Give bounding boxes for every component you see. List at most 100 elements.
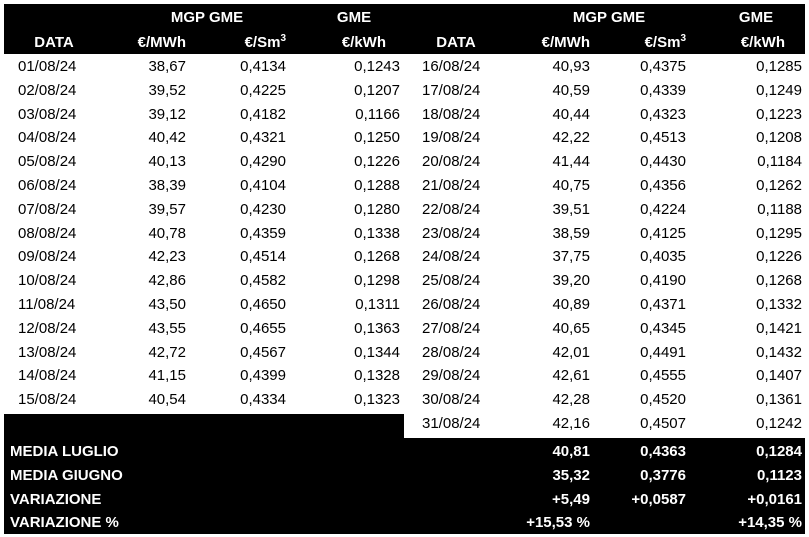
- left-row-kwh-cell: 0,1280: [354, 200, 400, 218]
- header-col-sm3-right: €/Sm3: [594, 31, 686, 55]
- right-row-kwh-cell: 0,1361: [756, 391, 802, 409]
- header-col-data-left: DATA: [34, 34, 74, 51]
- left-row-data-cell: 02/08/24: [18, 81, 77, 99]
- left-row-sm3-cell: 0,4182: [240, 105, 286, 123]
- price-table: MGP GME GME MGP GME GME DATA €/MWh €/Sm3…: [4, 4, 805, 534]
- right-row-mwh-cell: 42,16: [552, 415, 590, 432]
- left-row-kwh-cell: 0,1323: [354, 391, 400, 409]
- summary-mwh-cell: 40,81: [552, 443, 590, 460]
- sm3-unit: €/Sm: [644, 34, 681, 51]
- right-row-kwh-cell: 0,1332: [756, 296, 802, 313]
- right-row-data-cell: 17/08/24: [422, 81, 481, 99]
- left-row-sm3-cell: 0,4104: [240, 177, 286, 194]
- left-row-mwh-cell: 38,67: [148, 58, 186, 75]
- right-row-mwh-cell: 40,44: [552, 105, 590, 123]
- right-row-data-cell: 31/08/24: [422, 415, 481, 432]
- left-row-data-cell: 12/08/24: [18, 319, 77, 337]
- left-row-data-cell: 11/08/24: [18, 296, 76, 313]
- left-row-kwh-cell: 0,1207: [354, 81, 400, 99]
- right-row-kwh-cell: 0,1242: [756, 415, 802, 432]
- right-row-sm3-cell: 0,4339: [640, 81, 686, 99]
- left-row-mwh-cell: 39,12: [148, 105, 186, 123]
- right-row-kwh-cell: 0,1268: [756, 272, 802, 290]
- right-row-mwh-cell: 39,20: [552, 272, 590, 290]
- left-row-kwh-cell: 0,1298: [354, 272, 400, 290]
- left-row-sm3-cell: 0,4334: [240, 391, 286, 409]
- summary-kwh-cell: +14,35 %: [738, 514, 802, 532]
- right-row-mwh-cell: 38,59: [552, 224, 590, 242]
- left-row-mwh-cell: 42,86: [148, 272, 186, 290]
- right-row-kwh-cell: 0,1208: [756, 129, 802, 147]
- left-row-data-cell: 05/08/24: [18, 153, 77, 171]
- left-row-mwh-cell: 40,13: [148, 153, 186, 171]
- right-row-mwh-cell: 40,59: [552, 81, 590, 99]
- right-row-mwh-cell: 40,93: [552, 58, 590, 75]
- header-col-sm3-left: €/Sm3: [194, 31, 286, 55]
- header-col-data-right: DATA: [436, 34, 476, 51]
- left-row-sm3-cell: 0,4399: [240, 367, 286, 385]
- summary-kwh-cell: 0,1123: [756, 466, 802, 484]
- left-row-kwh-cell: 0,1226: [354, 153, 400, 171]
- right-row-kwh-cell: 0,1432: [756, 343, 802, 361]
- left-row-kwh-cell: 0,1344: [354, 343, 400, 361]
- summary-label-cell: VARIAZIONE %: [10, 514, 119, 532]
- right-row-kwh-cell: 0,1249: [756, 81, 802, 99]
- left-row-sm3-cell: 0,4290: [240, 153, 286, 171]
- right-row-kwh-cell: 0,1407: [756, 367, 802, 385]
- right-row-sm3-cell: 0,4491: [640, 343, 686, 361]
- left-row-data-cell: 04/08/24: [18, 129, 77, 147]
- right-row-sm3-cell: 0,4035: [640, 248, 686, 266]
- left-row-data-cell: 08/08/24: [18, 224, 77, 242]
- left-row-kwh-cell: 0,1311: [355, 296, 400, 313]
- right-row-mwh-cell: 42,22: [552, 129, 590, 147]
- right-row-data-cell: 23/08/24: [422, 224, 481, 242]
- left-row-sm3-cell: 0,4650: [240, 296, 286, 313]
- right-row-sm3-cell: 0,4513: [640, 129, 686, 147]
- left-row-mwh-cell: 39,57: [148, 200, 186, 218]
- left-row-data-cell: 09/08/24: [18, 248, 77, 266]
- header-col-mwh-right: €/MWh: [541, 34, 590, 51]
- right-row-sm3-cell: 0,4375: [640, 58, 686, 75]
- left-row-sm3-cell: 0,4567: [240, 343, 286, 361]
- summary-label-cell: MEDIA LUGLIO: [10, 443, 119, 460]
- left-row-sm3-cell: 0,4225: [240, 81, 286, 99]
- right-row-sm3-cell: 0,4345: [640, 319, 686, 337]
- left-row-sm3-cell: 0,4655: [240, 319, 286, 337]
- right-row-mwh-cell: 42,61: [552, 367, 590, 385]
- left-row-kwh-cell: 0,1166: [355, 105, 400, 123]
- right-row-kwh-cell: 0,1226: [756, 248, 802, 266]
- left-row-sm3-cell: 0,4359: [240, 224, 286, 242]
- left-row-data-cell: 06/08/24: [18, 177, 77, 194]
- right-row-sm3-cell: 0,4356: [640, 177, 686, 194]
- right-row-mwh-cell: 40,75: [552, 177, 590, 194]
- left-row-sm3-cell: 0,4514: [240, 248, 286, 266]
- left-row-mwh-cell: 42,23: [148, 248, 186, 266]
- left-row-mwh-cell: 40,54: [148, 391, 186, 409]
- right-row-mwh-cell: 41,44: [552, 153, 590, 171]
- right-row-kwh-cell: 0,1421: [756, 319, 802, 337]
- left-row-kwh-cell: 0,1243: [354, 58, 400, 75]
- right-row-mwh-cell: 40,89: [552, 296, 590, 313]
- right-row-sm3-cell: 0,4430: [640, 153, 686, 171]
- summary-mwh-cell: +15,53 %: [526, 514, 590, 532]
- header-group-mgp-left: MGP GME: [170, 9, 244, 26]
- right-row-data-cell: 30/08/24: [422, 391, 481, 409]
- summary-sm3-cell: [594, 511, 686, 535]
- sm3-exponent: 3: [280, 33, 286, 44]
- summary-mwh-cell: 35,32: [552, 466, 590, 484]
- right-row-sm3-cell: 0,4371: [640, 296, 686, 313]
- right-row-data-cell: 26/08/24: [422, 296, 481, 313]
- left-row-mwh-cell: 39,52: [148, 81, 186, 99]
- right-row-data-cell: 27/08/24: [422, 319, 481, 337]
- right-row-sm3-cell: 0,4555: [640, 367, 686, 385]
- right-row-data-cell: 25/08/24: [422, 272, 481, 290]
- left-filler-block: [4, 414, 404, 440]
- summary-label-cell: VARIAZIONE: [10, 490, 102, 508]
- left-row-mwh-cell: 41,15: [148, 367, 186, 385]
- left-row-sm3-cell: 0,4230: [240, 200, 286, 218]
- left-row-mwh-cell: 40,78: [148, 224, 186, 242]
- summary-kwh-cell: +0,0161: [747, 490, 802, 508]
- summary-sm3-cell: 0,3776: [640, 466, 686, 484]
- right-row-mwh-cell: 40,65: [552, 319, 590, 337]
- right-row-sm3-cell: 0,4323: [640, 105, 686, 123]
